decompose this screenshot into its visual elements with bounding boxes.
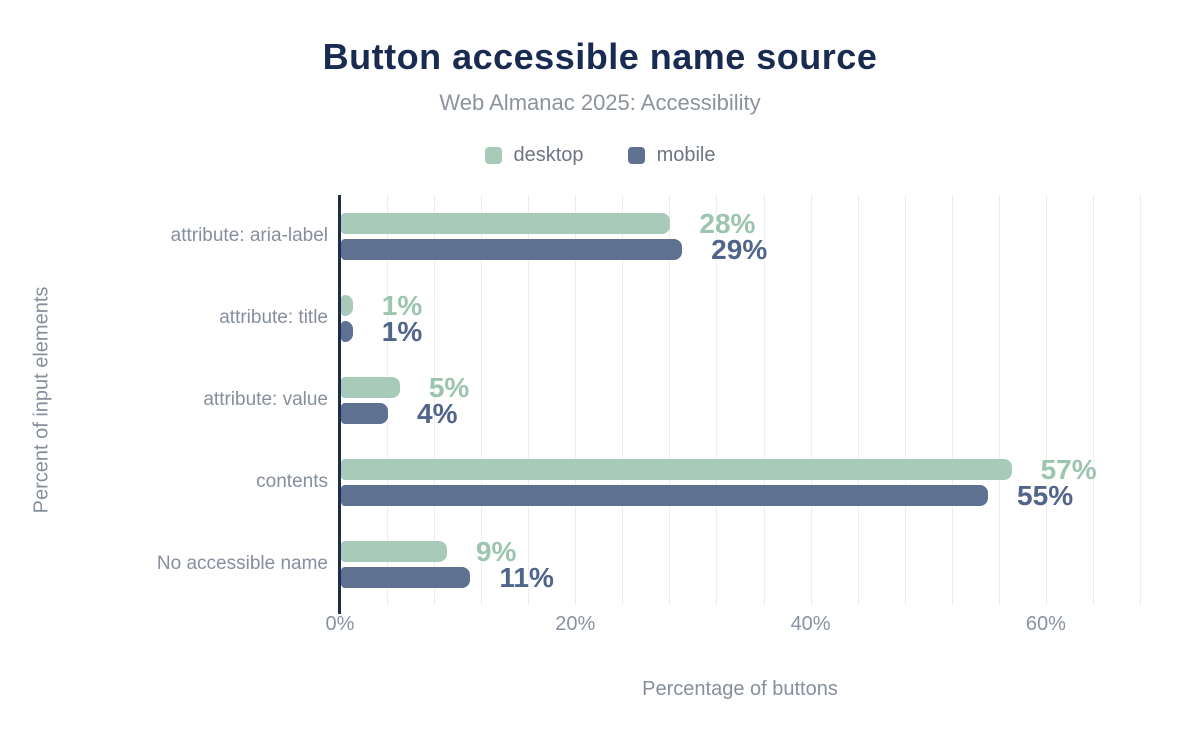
- gridline: [1140, 195, 1141, 605]
- gridline: [810, 195, 812, 605]
- gridline: [434, 195, 436, 605]
- value-label-desktop: 5%: [428, 372, 470, 403]
- value-label-mobile: 55%: [1017, 480, 1074, 511]
- legend-label-desktop: desktop: [513, 144, 584, 166]
- legend-swatch-desktop: [484, 147, 502, 164]
- gridline: [763, 195, 765, 605]
- value-label-desktop: 57%: [1040, 454, 1097, 485]
- value-label-desktop: 9%: [475, 536, 517, 567]
- category-label: contents: [256, 471, 328, 492]
- gridline: [904, 195, 906, 605]
- y-axis-title: Percent of input elements: [30, 286, 53, 514]
- gridline: [669, 195, 671, 605]
- gridline: [998, 195, 1000, 605]
- x-tick-label: 20%: [555, 613, 596, 635]
- legend-label-mobile: mobile: [656, 144, 716, 166]
- bar-mobile: [341, 567, 471, 588]
- category-label: attribute: title: [219, 307, 328, 328]
- bar-mobile: [341, 485, 989, 506]
- gridline: [575, 195, 577, 605]
- value-label-desktop: 1%: [381, 290, 423, 321]
- legend-item-mobile: mobile: [627, 144, 716, 167]
- category-label: No accessible name: [156, 553, 328, 574]
- gridline: [857, 195, 859, 605]
- gridline: [716, 195, 718, 605]
- category-label: attribute: aria-label: [170, 225, 328, 246]
- gridline: [1045, 195, 1047, 605]
- bar-mobile: [341, 403, 389, 424]
- value-label-desktop: 28%: [699, 208, 756, 239]
- value-label-mobile: 11%: [499, 562, 554, 593]
- gridline: [1092, 195, 1094, 605]
- y-axis-line: [338, 195, 341, 614]
- bar-desktop: [341, 459, 1012, 480]
- chart-title: Button accessible name source: [322, 36, 878, 77]
- value-label-mobile: 1%: [381, 316, 423, 347]
- gridline: [528, 195, 530, 605]
- x-tick-label: 0%: [325, 613, 355, 635]
- bar-mobile: [341, 321, 353, 342]
- plot-area: 28% 29% 1% 1% 5% 4% 57% 55% 9% 11%: [340, 195, 1141, 605]
- gridline: [481, 195, 483, 605]
- value-label-mobile: 29%: [711, 234, 768, 265]
- legend: desktop mobile: [0, 144, 1200, 167]
- bar-desktop: [341, 295, 353, 316]
- chart-subtitle: Web Almanac 2025: Accessibility: [439, 90, 761, 115]
- x-tick-label: 60%: [1025, 613, 1066, 635]
- value-label-mobile: 4%: [417, 398, 458, 429]
- gridline: [387, 195, 389, 605]
- x-tick-label: 40%: [790, 613, 831, 635]
- bar-desktop: [341, 541, 447, 562]
- legend-swatch-mobile: [627, 147, 645, 164]
- bar-desktop: [341, 377, 400, 398]
- x-axis-title: Percentage of buttons: [642, 678, 838, 700]
- bar-mobile: [341, 239, 683, 260]
- gridline: [951, 195, 953, 605]
- category-label: attribute: value: [203, 389, 328, 410]
- gridline: [622, 195, 624, 605]
- legend-item-desktop: desktop: [484, 144, 584, 167]
- bar-desktop: [341, 213, 671, 234]
